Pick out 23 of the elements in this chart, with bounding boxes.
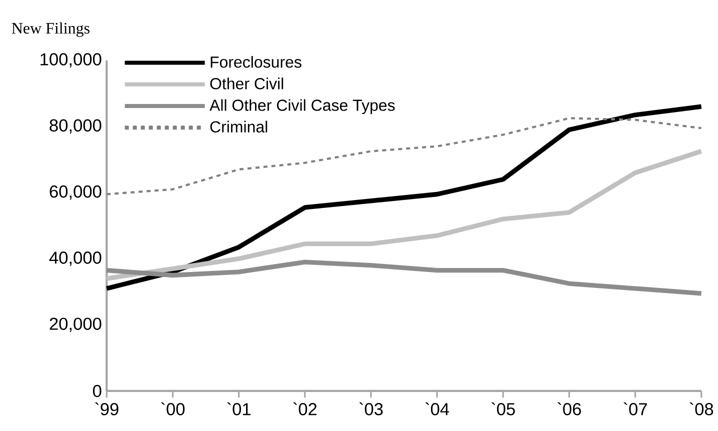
x-tick-label: `06 [558,402,581,416]
x-tick-label: `03 [359,402,383,416]
x-tick-label: `05 [491,402,515,416]
legend-label: Foreclosures [210,56,302,68]
y-tick-label: 20,000 [50,318,102,332]
y-tick-label: 0 [92,384,102,398]
legend-label: All Other Civil Case Types [210,99,395,114]
y-axis-title: New Filings [12,22,90,37]
y-tick-label: 80,000 [50,119,102,134]
x-tick-label: `02 [293,402,317,416]
y-tick-label: 100,000 [40,53,102,68]
x-tick-label: `00 [161,402,185,416]
line-series [106,117,702,196]
x-tick-label: `08 [690,402,714,416]
line-series [104,148,704,281]
legend-label: Other Civil [210,78,284,90]
y-tick-label: 60,000 [50,185,102,200]
legend-label: Criminal [210,120,268,133]
y-tick-label: 40,000 [49,252,102,266]
x-tick-label: `04 [425,402,450,416]
x-tick-label: `07 [624,402,647,416]
x-tick-label: `99 [95,402,118,416]
x-tick-label: `01 [227,402,250,416]
